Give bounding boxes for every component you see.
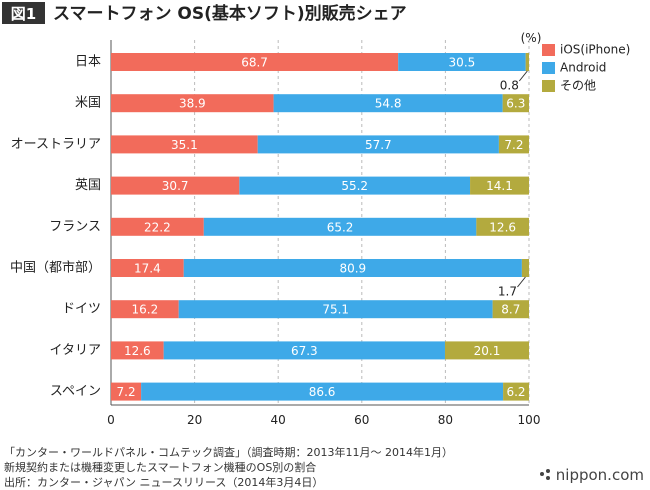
bar-segment (444, 341, 529, 360)
bar-segment (502, 94, 529, 113)
bar-segment (111, 300, 179, 319)
data-label: 38.9 (179, 97, 206, 111)
bar-segment (470, 176, 529, 195)
data-label: 20.1 (474, 344, 501, 358)
data-label: 86.6 (309, 385, 336, 399)
chart-title: スマートフォン OS(基本ソフト)別販売シェア (53, 3, 407, 24)
category-label: 英国 (75, 178, 101, 193)
category-label: オーストラリア (11, 137, 101, 152)
data-label: 75.1 (322, 303, 349, 317)
figure-label: 図1 (11, 5, 36, 23)
bar-segment (111, 217, 204, 236)
data-label: 12.6 (489, 220, 516, 234)
data-label: 7.2 (504, 138, 523, 152)
category-label: 日本 (75, 55, 101, 70)
category-label: 米国 (75, 96, 101, 111)
category-label: ドイツ (62, 302, 101, 317)
data-label: 67.3 (291, 344, 318, 358)
brand-logo: nippon.com (540, 466, 644, 484)
bar-segment (163, 341, 445, 360)
bar-segment (476, 217, 529, 236)
data-label: 54.8 (375, 97, 402, 111)
data-label: 7.2 (117, 385, 136, 399)
data-label: 55.2 (341, 179, 368, 193)
data-label: 30.7 (162, 179, 189, 193)
footnote-line-2: 新規契約または機種変更したスマートフォン機種のOS別の割合 (4, 460, 316, 474)
legend-swatch (542, 62, 555, 74)
data-label: 16.2 (131, 303, 158, 317)
figure-label-box (2, 2, 45, 24)
footnote-line-3: 出所：カンター・ジャパン ニュースリリース（2014年3月4日） (4, 475, 323, 489)
bar-segment (239, 176, 471, 195)
leader-line (518, 70, 528, 82)
legend-label: その他 (560, 79, 596, 93)
bar-segment (521, 259, 529, 277)
legend-label: Android (560, 61, 606, 75)
bar-segment (525, 53, 529, 71)
category-label: イタリア (50, 343, 101, 358)
data-label: 68.7 (241, 56, 268, 70)
legend-swatch (542, 44, 555, 56)
data-label: 35.1 (171, 138, 198, 152)
bar-segment (503, 382, 529, 401)
bar-segment (111, 53, 399, 71)
x-tick-label: 20 (187, 413, 202, 427)
bar-segment (183, 259, 522, 277)
category-label: 中国（都市部） (10, 260, 101, 276)
unit-label: (%) (521, 31, 542, 45)
brand-name: nippon.com (556, 466, 644, 484)
x-tick-label: 40 (271, 413, 286, 427)
data-label: 14.1 (486, 179, 513, 193)
bar-segment (273, 94, 503, 113)
data-label: 30.5 (449, 56, 476, 70)
x-axis: 0 20 40 60 80 100 (107, 404, 541, 427)
category-label: スペイン (50, 384, 101, 399)
bar-segment (111, 176, 240, 195)
data-label: 22.2 (144, 220, 171, 234)
bar-segment (498, 135, 529, 154)
bar-segment (111, 135, 258, 154)
legend: iOS(iPhone) Android その他 (542, 43, 630, 93)
data-label: 1.7 (498, 285, 517, 299)
x-tick-label: 0 (107, 413, 115, 427)
bar-segment (111, 259, 184, 277)
x-tick-label: 100 (518, 413, 541, 427)
data-label: 0.8 (500, 79, 519, 93)
data-label: 17.4 (134, 262, 161, 276)
data-label: 8.7 (501, 303, 520, 317)
data-label: 57.7 (365, 138, 392, 152)
bar-segment (178, 300, 493, 319)
bar-segment (111, 382, 142, 401)
bars: 68.7 30.5 0.8 38.9 54.8 6.3 35.1 57.7 7.2 30.7 55.… (111, 53, 529, 401)
legend-swatch (542, 80, 555, 92)
data-label: 6.2 (506, 385, 525, 399)
bar-segment (203, 217, 477, 236)
footnote-line-1: 「カンター・ワールドパネル・コムテック調査」（調査時期：2013年11月～ 20… (4, 445, 453, 459)
bar-segment (398, 53, 526, 71)
data-label: 12.6 (124, 344, 151, 358)
data-label: 6.3 (506, 97, 525, 111)
x-tick-label: 60 (354, 413, 369, 427)
leader-line (517, 276, 526, 288)
bar-segment (257, 135, 499, 154)
bar-segment (492, 300, 529, 319)
data-label: 65.2 (327, 220, 354, 234)
category-label: フランス (49, 219, 101, 234)
bar-segment (111, 341, 164, 360)
x-tick-label: 80 (438, 413, 453, 427)
bar-segment (111, 94, 274, 113)
data-label: 80.9 (339, 262, 366, 276)
bar-segment (141, 382, 504, 401)
legend-label: iOS(iPhone) (560, 43, 630, 57)
